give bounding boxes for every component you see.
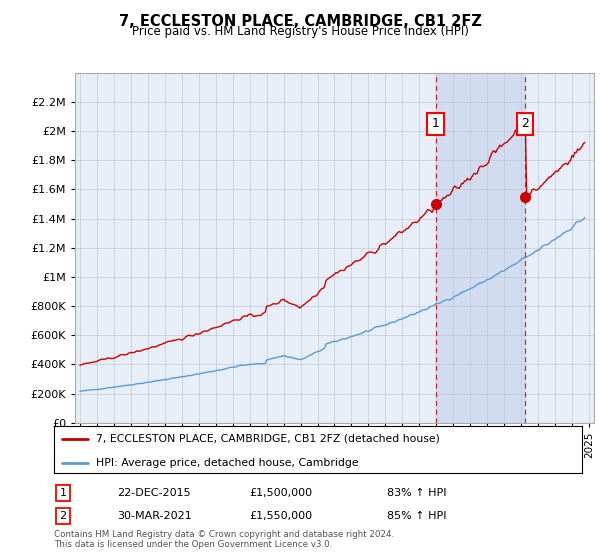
- Text: £1,500,000: £1,500,000: [249, 488, 312, 498]
- Text: 22-DEC-2015: 22-DEC-2015: [117, 488, 191, 498]
- Text: Contains HM Land Registry data © Crown copyright and database right 2024.: Contains HM Land Registry data © Crown c…: [54, 530, 394, 539]
- Bar: [436, 73, 525, 423]
- Text: 1: 1: [59, 488, 67, 498]
- Text: 83% ↑ HPI: 83% ↑ HPI: [387, 488, 446, 498]
- Text: HPI: Average price, detached house, Cambridge: HPI: Average price, detached house, Camb…: [96, 458, 359, 468]
- Text: 2: 2: [59, 511, 67, 521]
- Text: 2: 2: [521, 118, 529, 130]
- Text: 7, ECCLESTON PLACE, CAMBRIDGE, CB1 2FZ (detached house): 7, ECCLESTON PLACE, CAMBRIDGE, CB1 2FZ (…: [96, 434, 440, 444]
- Text: 7, ECCLESTON PLACE, CAMBRIDGE, CB1 2FZ: 7, ECCLESTON PLACE, CAMBRIDGE, CB1 2FZ: [119, 14, 481, 29]
- Text: £1,550,000: £1,550,000: [249, 511, 312, 521]
- Text: Price paid vs. HM Land Registry's House Price Index (HPI): Price paid vs. HM Land Registry's House …: [131, 25, 469, 38]
- Text: This data is licensed under the Open Government Licence v3.0.: This data is licensed under the Open Gov…: [54, 540, 332, 549]
- Text: 30-MAR-2021: 30-MAR-2021: [117, 511, 192, 521]
- Text: 1: 1: [432, 118, 440, 130]
- Text: 85% ↑ HPI: 85% ↑ HPI: [387, 511, 446, 521]
